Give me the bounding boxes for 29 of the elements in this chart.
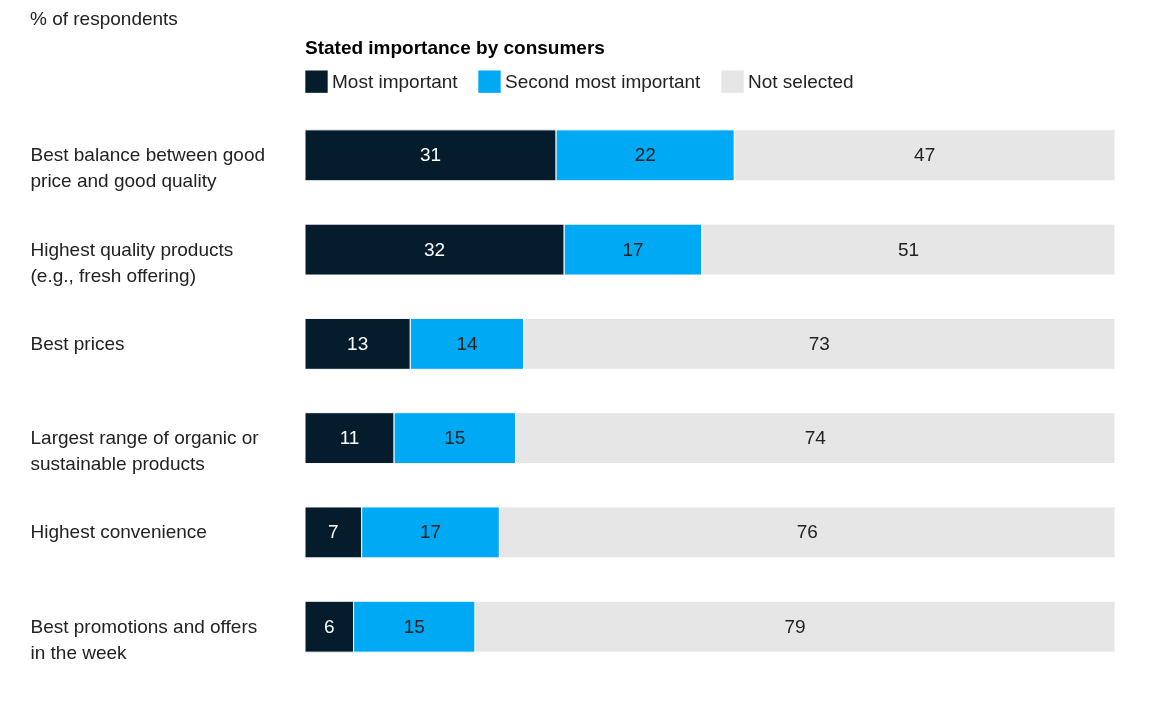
data-label: 6 (324, 615, 335, 637)
data-label: 79 (784, 615, 806, 637)
data-label: 32 (424, 238, 446, 260)
data-label: 15 (444, 427, 466, 449)
data-label: 73 (808, 332, 830, 354)
data-label: 13 (347, 332, 369, 354)
data-label: 7 (328, 521, 339, 543)
y-tick-label: Largest range of organic or sustainable products (30, 427, 260, 475)
data-label: 74 (804, 427, 827, 449)
legend-title: Stated importance by consumers (305, 37, 605, 58)
data-label: 31 (419, 144, 442, 166)
data-label: 76 (796, 521, 818, 543)
data-label: 17 (419, 521, 442, 543)
data-label: 51 (897, 238, 920, 260)
y-tick-label: Best prices (30, 332, 125, 354)
data-label: 17 (622, 238, 644, 260)
data-label: 15 (403, 615, 425, 637)
legend-label: Most important (332, 70, 459, 92)
y-tick-label: Best promotions and offers in the week (30, 615, 258, 663)
data-label: 22 (634, 144, 656, 166)
y-tick-label: Best balance between good price and good quality (30, 144, 266, 192)
legend-label: Not selected (748, 70, 854, 92)
text: % of respondents (30, 8, 178, 29)
data-label: 14 (456, 332, 478, 354)
legend-label: Second most important (505, 70, 702, 92)
y-tick-label: Highest convenience (30, 521, 207, 543)
y-tick-label: Highest quality products (e.g., fresh offering) (30, 238, 234, 286)
data-label: 11 (339, 427, 360, 449)
data-label: 47 (914, 144, 936, 166)
